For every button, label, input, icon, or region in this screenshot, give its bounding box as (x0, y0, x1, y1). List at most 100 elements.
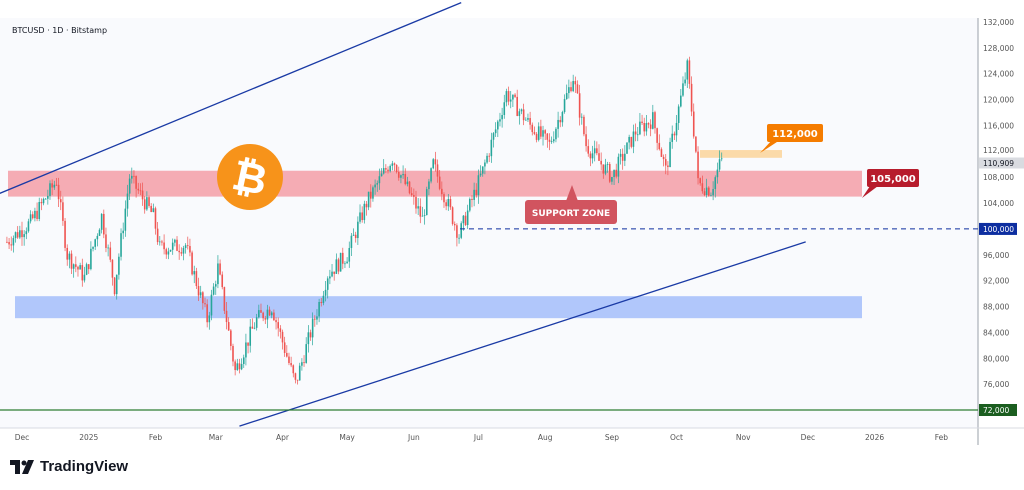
candle-body (413, 194, 415, 197)
candle-body (14, 232, 17, 239)
candle-body (167, 251, 170, 255)
candle-body (520, 109, 523, 112)
tradingview-logo[interactable]: TradingView (10, 458, 128, 475)
candle-body (350, 235, 353, 248)
price-tick: 80,000 (983, 354, 1009, 363)
candle-body (548, 139, 551, 142)
candle-body (98, 229, 101, 236)
candle-body (260, 310, 262, 313)
candle-body (705, 187, 708, 195)
candle-body (240, 364, 243, 370)
candle-body (641, 121, 643, 124)
support-callout-bg (867, 169, 919, 187)
candle-body (624, 153, 626, 161)
candle-body (630, 136, 633, 147)
candle-body (53, 184, 56, 188)
price-tick: 116,000 (983, 121, 1014, 130)
candle-body (451, 207, 454, 224)
candle-body (533, 132, 536, 134)
price-tick: 120,000 (983, 96, 1014, 105)
candle-body (688, 60, 691, 84)
candle-body (339, 252, 342, 272)
candle-body (44, 198, 47, 200)
candle-body (658, 142, 661, 150)
candle-body (189, 246, 191, 253)
candle-body (552, 139, 555, 142)
support-callout-tail (862, 186, 878, 198)
candle-body (606, 164, 609, 165)
candle-body (621, 153, 624, 161)
candle-body (619, 153, 622, 157)
candle-body (249, 326, 252, 346)
candle-body (634, 131, 637, 135)
candle-body (568, 87, 570, 94)
candle-body (57, 184, 60, 200)
candle-body (47, 195, 49, 199)
price-tick: 92,000 (983, 277, 1009, 286)
resistance-callout-tail (760, 140, 780, 153)
candle-body (662, 156, 665, 160)
candle-body (174, 239, 176, 243)
candle-body (314, 318, 316, 320)
time-tick: Nov (736, 433, 751, 442)
candle-body (238, 363, 241, 370)
time-tick: Aug (538, 433, 553, 442)
candle-body (460, 223, 463, 238)
candle-body (23, 234, 25, 238)
candle-body (329, 276, 331, 279)
candle-body (395, 164, 398, 173)
candle-body (49, 183, 51, 196)
candle-body (643, 123, 646, 132)
candle-body (499, 119, 501, 122)
candle-body (692, 111, 695, 137)
candle-body (68, 253, 71, 260)
candle-body (31, 214, 34, 219)
candle-body (585, 134, 587, 147)
candle-body (664, 159, 667, 166)
support-zone-pointer (566, 185, 578, 201)
candle-body (331, 271, 333, 277)
candle-body (120, 233, 122, 257)
candle-body (720, 158, 723, 160)
candle-body (598, 153, 600, 161)
candle-body (163, 242, 165, 250)
candle-body (337, 259, 340, 272)
candle-body (419, 206, 422, 217)
candle-body (574, 81, 577, 85)
price-chart[interactable]: SUPPORT ZONE 112,000 105,000 100,000 72,000… (0, 0, 1024, 450)
price-tick: 128,000 (983, 44, 1014, 53)
candle-body (497, 121, 499, 130)
candle-body (466, 210, 469, 226)
candle-body (561, 112, 564, 123)
candle-body (133, 175, 135, 177)
candle-body (697, 151, 699, 179)
candle-body (546, 133, 549, 140)
candle-body (632, 131, 635, 147)
candle-body (608, 164, 611, 182)
candle-body (268, 309, 271, 316)
candle-body (245, 342, 247, 358)
candle-body (283, 342, 286, 353)
candle-body (376, 183, 379, 185)
candle-body (318, 301, 320, 317)
candle-body (475, 189, 478, 196)
candle-body (673, 133, 676, 136)
candle-body (81, 265, 84, 281)
candle-body (152, 208, 155, 213)
candle-body (669, 141, 671, 168)
candle-body (21, 230, 23, 238)
candle-body (128, 178, 131, 194)
candle-body (346, 261, 348, 264)
candle-body (126, 193, 129, 209)
candle-body (135, 176, 137, 189)
candle-body (471, 198, 473, 200)
candle-body (402, 174, 404, 176)
time-tick: 2025 (79, 433, 98, 442)
candle-body (382, 168, 385, 174)
candle-body (671, 133, 674, 142)
candle-body (25, 231, 28, 235)
price-tick: 132,000 (983, 18, 1014, 27)
candle-body (210, 294, 213, 316)
candle-body (180, 252, 183, 254)
support-zone (8, 170, 862, 197)
